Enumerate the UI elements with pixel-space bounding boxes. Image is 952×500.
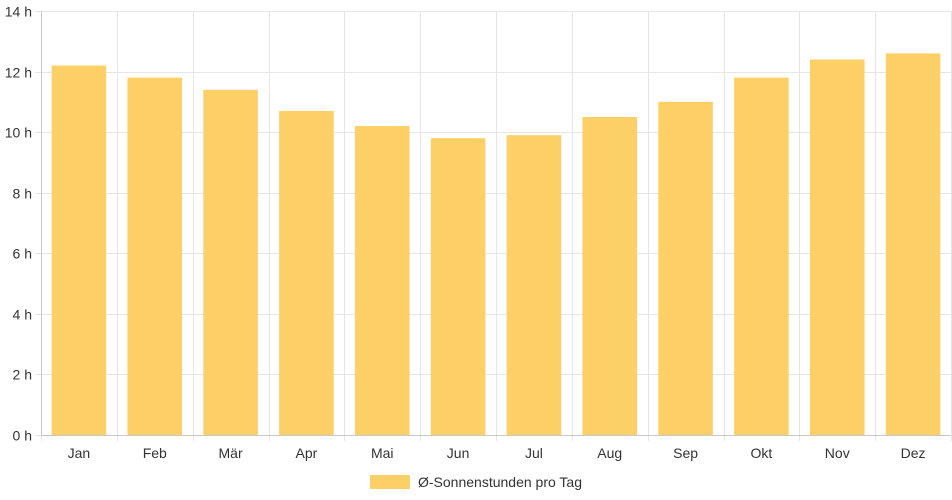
legend-label[interactable]: Ø-Sonnenstunden pro Tag	[418, 474, 582, 490]
x-tick-label: Jan	[68, 445, 91, 461]
legend-swatch[interactable]	[370, 475, 410, 489]
bar-sep[interactable]	[658, 101, 713, 435]
x-tick-label: Jun	[447, 445, 470, 461]
chart-axes	[41, 11, 951, 436]
bar-nov[interactable]	[809, 59, 865, 435]
bar-mai[interactable]	[354, 126, 410, 435]
bar-dez[interactable]	[885, 53, 941, 436]
bar-mär[interactable]	[203, 89, 258, 435]
bar-aug[interactable]	[582, 117, 638, 435]
bar-jun[interactable]	[430, 138, 486, 435]
bar-feb[interactable]	[127, 77, 183, 435]
y-tick-label: 14 h	[5, 4, 32, 20]
x-tick-label: Sep	[673, 445, 698, 461]
x-tick-label: Dez	[901, 445, 926, 461]
x-tick-label: Feb	[143, 445, 167, 461]
chart-grid	[35, 11, 952, 441]
x-tick-label: Jul	[525, 445, 543, 461]
y-tick-label: 12 h	[5, 65, 32, 81]
y-tick-label: 6 h	[13, 246, 32, 262]
x-axis-tick-labels: Jan Feb Mär Apr Mai Jun Jul Aug Sep Okt Nov Dez	[68, 445, 926, 461]
x-tick-label: Aug	[597, 445, 622, 461]
bar-okt[interactable]	[734, 77, 789, 435]
chart-bars	[51, 53, 941, 436]
y-tick-label: 4 h	[13, 307, 32, 323]
x-tick-label: Mär	[219, 445, 243, 461]
bar-jul[interactable]	[506, 135, 562, 435]
y-tick-label: 10 h	[5, 125, 32, 141]
y-tick-label: 0 h	[13, 428, 32, 444]
y-tick-label: 2 h	[13, 367, 32, 383]
x-tick-label: Apr	[296, 445, 318, 461]
x-tick-label: Mai	[371, 445, 394, 461]
x-tick-label: Okt	[751, 445, 773, 461]
legend[interactable]: Ø-Sonnenstunden pro Tag	[370, 474, 582, 490]
bar-jan[interactable]	[51, 65, 107, 435]
bar-apr[interactable]	[279, 110, 334, 435]
y-axis-tick-labels: 0 h 2 h 4 h 6 h 8 h 10 h 12 h 14 h	[5, 4, 32, 444]
y-tick-label: 8 h	[13, 186, 32, 202]
x-tick-label: Nov	[825, 445, 850, 461]
